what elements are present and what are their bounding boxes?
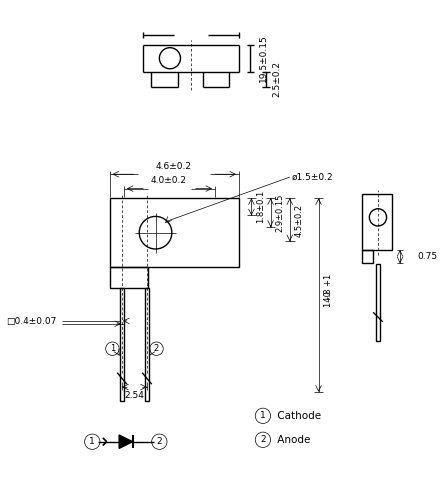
Text: ø1.5±0.2: ø1.5±0.2 <box>292 173 333 182</box>
Text: 1: 1 <box>110 344 115 353</box>
Text: -0: -0 <box>324 291 333 315</box>
Text: Cathode: Cathode <box>274 411 321 421</box>
Bar <box>110 267 148 288</box>
Text: Anode: Anode <box>274 435 311 445</box>
Text: 4.5±0.2: 4.5±0.2 <box>295 204 304 237</box>
Bar <box>145 288 149 401</box>
Text: 19.5±0.15: 19.5±0.15 <box>259 34 268 82</box>
Polygon shape <box>119 435 133 448</box>
Text: 1.8±0.1: 1.8±0.1 <box>257 190 266 224</box>
Text: 2: 2 <box>156 437 162 446</box>
Text: 14.8 +1: 14.8 +1 <box>324 273 333 307</box>
Text: 1: 1 <box>260 411 266 420</box>
Text: 1: 1 <box>89 437 95 446</box>
Bar <box>362 250 373 263</box>
Text: 2.9±0.15: 2.9±0.15 <box>276 193 285 232</box>
Bar <box>362 194 392 250</box>
Bar <box>120 288 124 401</box>
Text: □0.4±0.07: □0.4±0.07 <box>6 317 57 326</box>
Text: 2.54: 2.54 <box>125 391 144 400</box>
Text: 4.6±0.2: 4.6±0.2 <box>156 162 192 171</box>
Bar <box>376 264 380 341</box>
Text: 2: 2 <box>260 435 266 444</box>
Text: 0.75: 0.75 <box>417 252 438 261</box>
Text: 2: 2 <box>154 344 159 353</box>
Bar <box>110 198 239 267</box>
Text: 2.5±0.2: 2.5±0.2 <box>273 61 282 97</box>
Text: 4.0±0.2: 4.0±0.2 <box>151 176 187 185</box>
